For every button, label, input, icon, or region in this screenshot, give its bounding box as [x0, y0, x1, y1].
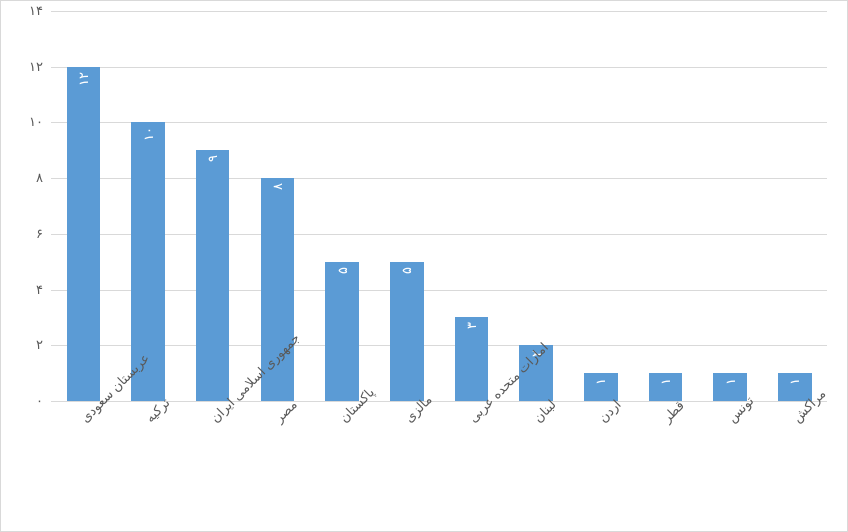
bar-slot: ۵: [374, 11, 439, 401]
bar-value-label: ۱: [658, 378, 673, 390]
bar: ۳: [455, 317, 489, 401]
y-axis: ۰۲۴۶۸۱۰۱۲۱۴: [1, 11, 51, 401]
y-tick-label: ۱۲: [3, 59, 43, 75]
x-label-slot: ترکیه: [116, 401, 181, 531]
x-label-slot: اردن: [568, 401, 633, 531]
y-tick-label: ۱۰: [3, 114, 43, 130]
bar-chart: ۰۲۴۶۸۱۰۱۲۱۴ ۱۲۱۰۹۸۵۵۳۲۱۱۱۱ عربستان سعودی…: [0, 0, 848, 532]
y-tick-label: ۱۴: [3, 3, 43, 19]
bar: ۱۲: [67, 67, 101, 401]
bar-value-label: ۱: [723, 378, 738, 390]
y-tick-label: ۴: [3, 282, 43, 298]
bar: ۱: [649, 373, 683, 401]
x-label-slot: تونس: [698, 401, 763, 531]
x-label-slot: عربستان سعودی: [51, 401, 116, 531]
y-tick-label: ۲: [3, 337, 43, 353]
bar: ۹: [196, 150, 230, 401]
x-axis-labels: عربستان سعودیترکیهجمهوری اسلامی ایرانمصر…: [51, 401, 827, 531]
x-category-label: لبنان: [530, 397, 559, 426]
bar-value-label: ۱۲: [76, 72, 91, 91]
bar-slot: ۹: [180, 11, 245, 401]
x-label-slot: پاکستان: [310, 401, 375, 531]
bar-value-label: ۱: [787, 378, 802, 390]
bar-slot: ۳: [439, 11, 504, 401]
x-label-slot: مالزی: [374, 401, 439, 531]
bar-slot: ۵: [310, 11, 375, 401]
bar-value-label: ۱: [593, 378, 608, 390]
bar-slot: ۱۲: [51, 11, 116, 401]
bar-slot: ۱۰: [116, 11, 181, 401]
x-label-slot: قطر: [633, 401, 698, 531]
y-tick-label: ۰: [3, 393, 43, 409]
x-label-slot: امارات متحده عربی: [439, 401, 504, 531]
x-label-slot: لبنان: [504, 401, 569, 531]
bar-value-label: ۵: [335, 267, 350, 279]
bar-value-label: ۵: [399, 267, 414, 279]
bars-group: ۱۲۱۰۹۸۵۵۳۲۱۱۱۱: [51, 11, 827, 401]
x-label-slot: مصر: [245, 401, 310, 531]
bar-value-label: ۹: [205, 155, 220, 167]
bar-slot: ۱: [568, 11, 633, 401]
bar: ۵: [390, 262, 424, 401]
x-category-label: قطر: [660, 398, 688, 426]
bar-slot: ۱: [762, 11, 827, 401]
bar-value-label: ۸: [270, 183, 285, 195]
y-tick-label: ۸: [3, 170, 43, 186]
x-category-label: مصر: [272, 397, 301, 426]
bar: ۵: [325, 262, 359, 401]
bar-slot: ۱: [698, 11, 763, 401]
x-category-label: اردن: [595, 397, 624, 426]
bar-value-label: ۳: [464, 322, 479, 334]
y-tick-label: ۶: [3, 226, 43, 242]
bar-value-label: ۱۰: [141, 127, 156, 146]
x-label-slot: جمهوری اسلامی ایران: [180, 401, 245, 531]
x-label-slot: مراکش: [762, 401, 827, 531]
plot-area: ۱۲۱۰۹۸۵۵۳۲۱۱۱۱: [51, 11, 827, 401]
bar-slot: ۱: [633, 11, 698, 401]
